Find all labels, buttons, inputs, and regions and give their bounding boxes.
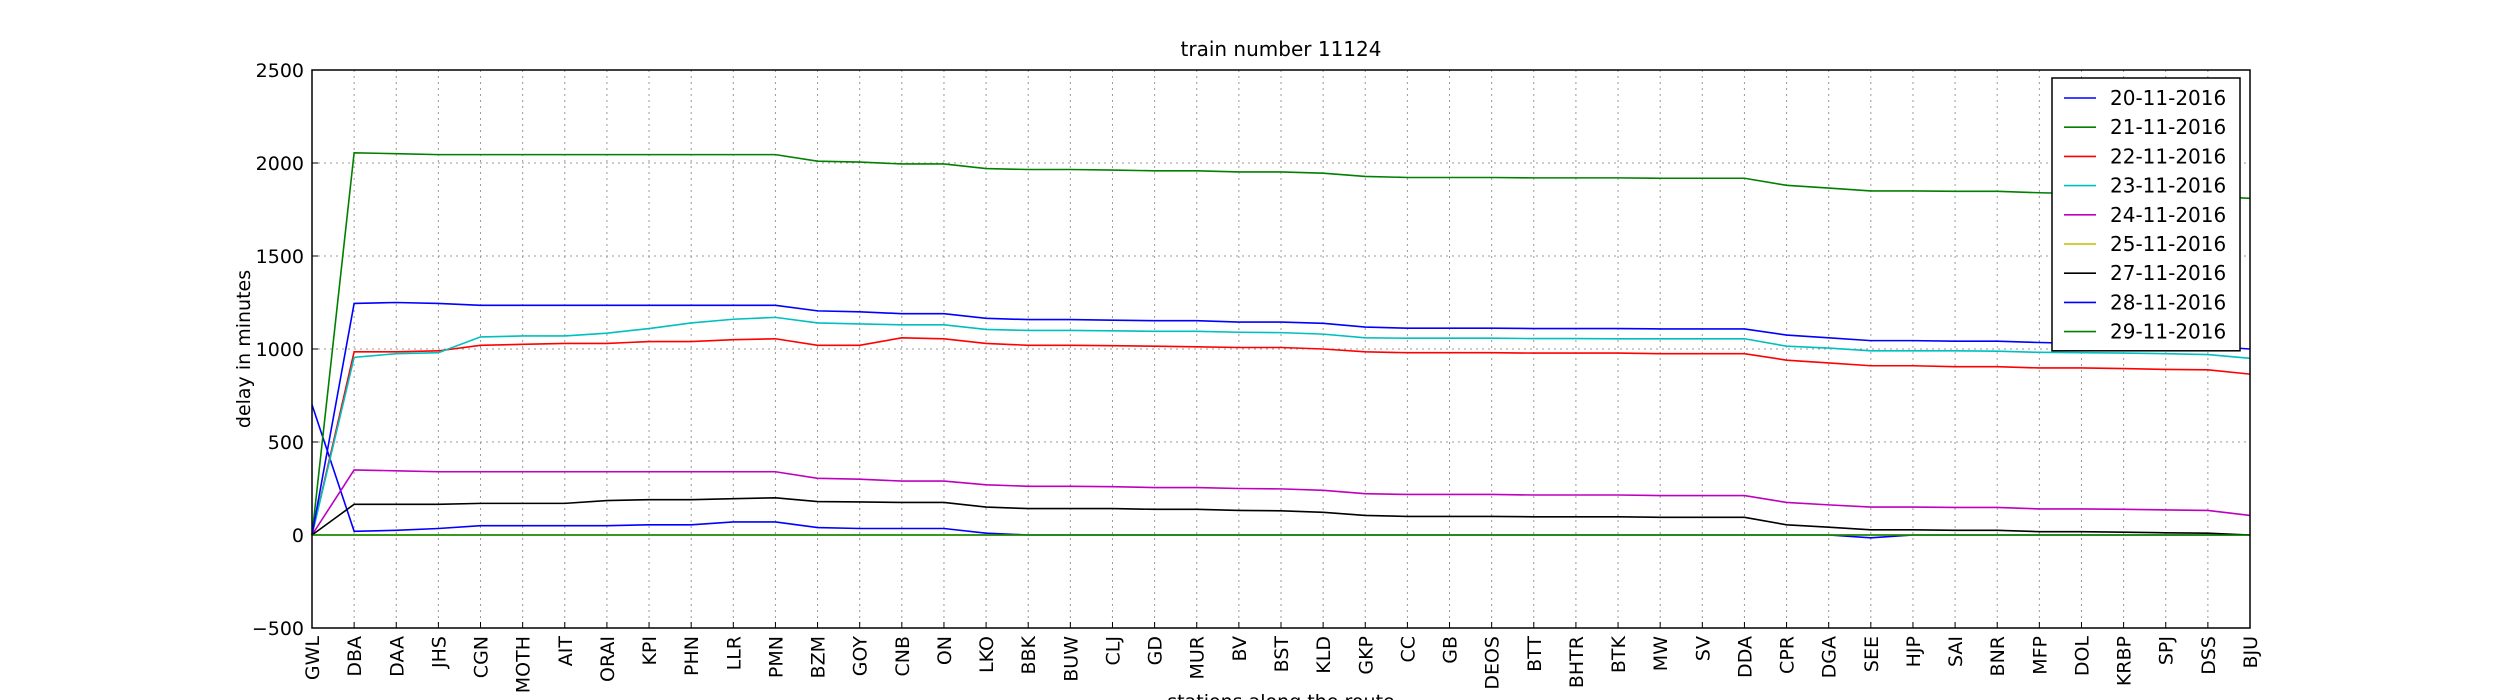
x-tick-label: JHS (428, 636, 450, 669)
plot-frame (311, 69, 2251, 629)
y-tick-label: 0 (292, 525, 304, 547)
x-tick-label: LLR (723, 636, 745, 670)
chart-title: train number 11124 (1181, 37, 1382, 61)
x-tick-label: DAA (386, 636, 408, 677)
y-tick-label: 1000 (256, 339, 304, 361)
x-tick-label: MW (1650, 636, 1672, 671)
x-tick-label: BBK (1018, 635, 1040, 674)
x-tick-label: BUW (1060, 636, 1082, 682)
legend-label: 20-11-2016 (2110, 86, 2226, 110)
x-tick-label: PHN (681, 636, 703, 676)
x-tick-label: BHTR (1566, 636, 1588, 688)
series-line (311, 301, 2251, 536)
legend-label: 25-11-2016 (2110, 232, 2226, 256)
x-tick-label: BNR (1987, 636, 2009, 676)
x-tick-label: MOTH (513, 636, 535, 693)
x-tick-label: ORAI (597, 636, 619, 682)
x-tick-label: DDA (1734, 636, 1756, 678)
y-tick-label: −500 (252, 618, 304, 640)
x-tick-label: GOY (850, 636, 872, 677)
x-tick-label: GD (1145, 636, 1167, 665)
legend-label: 21-11-2016 (2110, 115, 2226, 139)
y-tick-label: 2000 (256, 153, 304, 175)
x-tick-label: BZM (808, 636, 830, 678)
legend-label: 24-11-2016 (2110, 203, 2226, 227)
x-tick-label: SAI (1945, 636, 1967, 667)
legend-label: 28-11-2016 (2110, 290, 2226, 314)
x-tick-label: CNB (892, 636, 914, 677)
x-tick-label: BV (1229, 636, 1251, 661)
x-tick-label: LKO (976, 636, 998, 673)
x-tick-label: KPI (639, 636, 661, 666)
y-tick-label: 2500 (256, 60, 304, 82)
x-tick-label: ON (934, 636, 956, 665)
legend-label: 27-11-2016 (2110, 261, 2226, 285)
x-tick-label: MFP (2029, 636, 2051, 675)
x-tick-label: CGN (471, 636, 493, 678)
y-tick-label: 500 (268, 432, 304, 454)
x-tick-label: CC (1397, 636, 1419, 663)
series-line (311, 151, 2251, 536)
x-tick-label: PMN (765, 636, 787, 678)
x-tick-label: HJP (1903, 636, 1925, 667)
legend: 20-11-2016 21-11-2016 22-11-2016 23-11-2016… (2051, 77, 2241, 352)
x-tick-label: SPJ (2156, 636, 2178, 665)
x-tick-label: CLJ (1102, 636, 1124, 665)
x-tick-label: DGA (1819, 636, 1841, 678)
series-line (311, 316, 2251, 536)
x-tick-label: AIT (555, 636, 577, 667)
x-tick-label: SV (1692, 636, 1714, 661)
legend-label: 29-11-2016 (2110, 320, 2226, 344)
x-tick-label: GKP (1355, 636, 1377, 675)
y-tick-label: 1500 (256, 246, 304, 268)
x-tick-label: KLD (1313, 636, 1335, 674)
legend-label: 23-11-2016 (2110, 174, 2226, 198)
x-tick-label: CPR (1777, 636, 1799, 674)
x-tick-label: SEE (1861, 636, 1883, 672)
x-tick-label: DSS (2198, 636, 2220, 675)
legend-label: 22-11-2016 (2110, 144, 2226, 168)
x-tick-label: DEOS (1482, 636, 1504, 690)
x-tick-label: DOL (2071, 636, 2093, 677)
x-tick-label: BJU (2240, 636, 2262, 669)
series-line (311, 337, 2251, 536)
x-tick-label: GB (1440, 636, 1462, 664)
x-tick-label: KRBP (2114, 636, 2136, 686)
x-tick-label: BTK (1608, 635, 1630, 673)
x-tick-label: DBA (344, 636, 366, 677)
x-axis-label: stations along the route (1167, 691, 1394, 700)
y-axis-label: delay in minutes (233, 270, 255, 428)
x-tick-label: BTT (1524, 636, 1546, 672)
x-tick-label: MUR (1187, 636, 1209, 680)
series-line (311, 469, 2251, 536)
series-line (311, 496, 2251, 536)
x-tick-label: BST (1271, 636, 1293, 673)
x-tick-label: GWL (302, 636, 324, 681)
